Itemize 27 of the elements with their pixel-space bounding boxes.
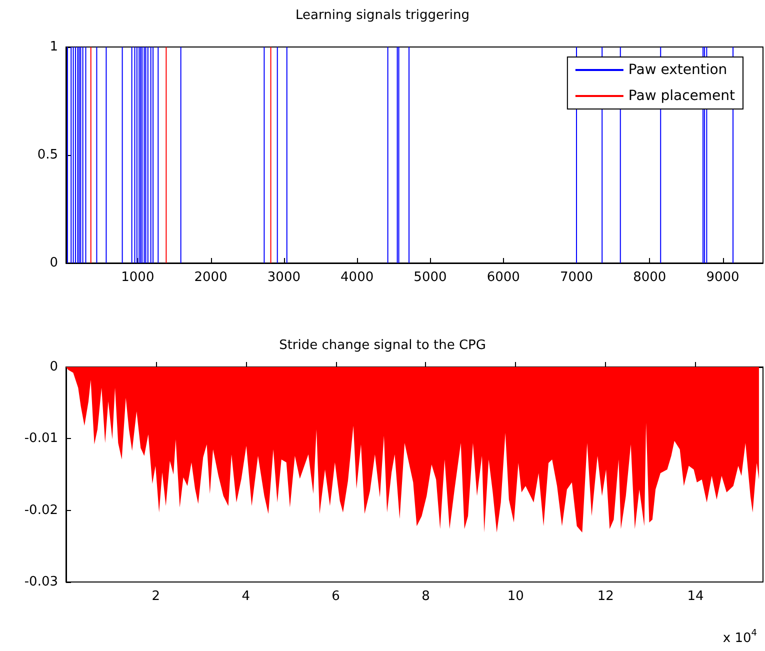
x-tick-label: 10 bbox=[507, 589, 524, 604]
x-tick-label: 2 bbox=[152, 589, 160, 604]
x-tick-label: 2000 bbox=[194, 270, 228, 285]
x-tick-label: 1000 bbox=[121, 270, 154, 285]
y-tick-label: -0.02 bbox=[24, 502, 58, 518]
chart-title: Stride change signal to the CPG bbox=[279, 338, 486, 353]
y-tick-label: -0.01 bbox=[24, 431, 58, 446]
x-tick-label: 5000 bbox=[414, 270, 447, 285]
x-tick-label: 6 bbox=[332, 589, 340, 604]
x-tick-label: 6000 bbox=[486, 270, 520, 285]
y-tick-label: 0 bbox=[50, 256, 58, 270]
legend-label: Paw placement bbox=[628, 88, 736, 104]
y-tick-label: 0 bbox=[50, 360, 58, 374]
x-tick-label: 8 bbox=[422, 589, 430, 604]
x-tick-label: 4000 bbox=[340, 270, 374, 285]
y-tick-label: 1 bbox=[50, 40, 58, 54]
legend-label: Paw extention bbox=[628, 62, 728, 78]
x-tick-label: 12 bbox=[597, 589, 614, 604]
x-tick-label: 8000 bbox=[633, 270, 666, 285]
x-tick-label: 7000 bbox=[560, 270, 594, 285]
x-tick-label: 14 bbox=[687, 589, 704, 604]
x-tick-label: 3000 bbox=[267, 270, 300, 285]
x-tick-label: 4 bbox=[242, 589, 250, 604]
x-tick-label: 9000 bbox=[706, 270, 740, 285]
y-tick-label: 0.5 bbox=[37, 148, 58, 162]
y-tick-label: -0.03 bbox=[24, 574, 58, 590]
chart-title: Learning signals triggering bbox=[296, 8, 470, 23]
